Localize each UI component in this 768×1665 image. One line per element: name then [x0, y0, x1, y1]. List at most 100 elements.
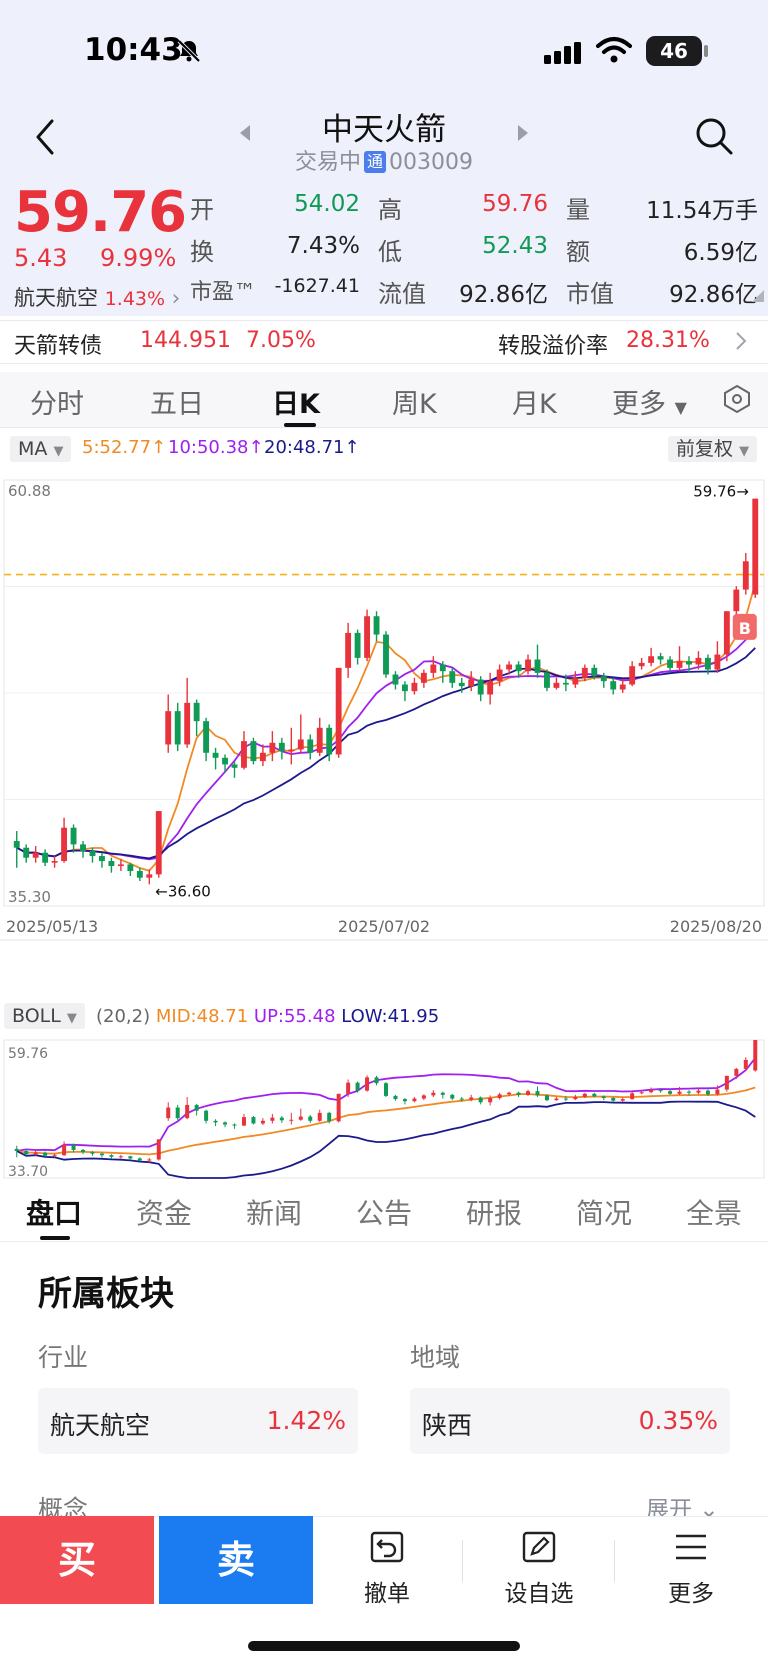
tab-overview[interactable]: 全景 [686, 1197, 743, 1230]
tab-weekly-k[interactable]: 周K [392, 389, 437, 420]
convertible-bond-row[interactable] [0, 320, 768, 364]
candle [610, 677, 617, 695]
stat-label: 开 [190, 196, 214, 224]
boll-candle [440, 1091, 445, 1099]
trading-status: 交易中 [295, 150, 362, 175]
boll-candle [298, 1108, 303, 1121]
boll-candle [317, 1109, 322, 1122]
search-icon[interactable] [694, 116, 734, 156]
candle [146, 869, 153, 885]
tab-five-day[interactable]: 五日 [150, 389, 204, 420]
candle [259, 744, 266, 767]
settings-hexagon-icon[interactable] [722, 384, 752, 414]
candle [307, 734, 314, 760]
candle [515, 661, 522, 678]
boll-candle [346, 1079, 351, 1097]
candle [212, 747, 219, 770]
back-chevron-icon[interactable] [30, 117, 60, 157]
candle [89, 847, 96, 863]
stat-value: 92.86亿 [459, 282, 548, 308]
price-change: 5.43 [14, 244, 68, 272]
tab-monthly-k[interactable]: 月K [512, 389, 557, 420]
boll-candle [99, 1152, 104, 1158]
bond-price: 144.951 [140, 328, 231, 353]
boll-candle [194, 1103, 199, 1116]
candle [525, 654, 531, 675]
boll-candle [734, 1067, 739, 1079]
tab-announcements[interactable]: 公告 [356, 1197, 413, 1230]
tab-funds[interactable]: 资金 [136, 1197, 193, 1230]
y-max-label: 60.88 [8, 482, 51, 500]
next-stock-icon[interactable] [516, 124, 530, 142]
boll-candle [649, 1087, 654, 1094]
tab-intraday[interactable]: 分时 [30, 389, 84, 420]
boll-legend: (20,2) MID:48.71 UP:55.48 LOW:41.95 [96, 1006, 439, 1027]
indicator-selector[interactable]: MA ▼ [10, 436, 72, 462]
candle [572, 671, 579, 688]
boll-candle [554, 1096, 559, 1101]
x-axis-date-label: 2025/07/02 [338, 917, 430, 936]
boll-candle [175, 1104, 180, 1121]
connect-badge: 通 [364, 151, 387, 173]
tab-profile[interactable]: 简况 [576, 1197, 633, 1230]
boll-candle [497, 1092, 502, 1100]
boll-mid-line [16, 1086, 756, 1156]
divider [462, 1540, 463, 1582]
tab-order-book[interactable]: 盘口 [26, 1197, 83, 1230]
chevron-right-icon: › [171, 286, 181, 310]
expand-corner-icon[interactable] [752, 290, 764, 302]
region-card[interactable] [410, 1388, 730, 1454]
buy-button[interactable]: 买 [0, 1516, 154, 1604]
industry-card[interactable] [38, 1388, 358, 1454]
boll-y-min-label: 33.70 [8, 1164, 48, 1180]
boll-candle [563, 1095, 568, 1102]
boll-candle [223, 1121, 228, 1128]
dropdown-triangle-icon: ▼ [53, 444, 64, 459]
boll-upper-line [16, 1057, 757, 1152]
boll-candle [137, 1157, 142, 1162]
cancel-order-label: 撤单 [364, 1581, 410, 1607]
active-tab-indicator [284, 423, 316, 427]
stat-value: -1627.41 [274, 275, 360, 297]
cancel-order-icon [370, 1531, 404, 1563]
boll-candle [450, 1093, 455, 1101]
stat-label: 高 [378, 196, 402, 224]
tab-daily-k[interactable]: 日K [272, 389, 320, 420]
candle [288, 727, 295, 765]
candle [553, 677, 560, 690]
tab-news[interactable]: 新闻 [246, 1197, 303, 1230]
boll-candle [355, 1081, 360, 1093]
bell-muted-icon [177, 39, 201, 63]
tab-research[interactable]: 研报 [466, 1197, 523, 1230]
cancel-order-button[interactable]: 撤单 [332, 1530, 442, 1608]
boll-selector[interactable]: BOLL ▼ [4, 1003, 85, 1029]
candle [695, 651, 702, 670]
add-watchlist-button[interactable]: 设自选 [484, 1530, 594, 1608]
sector-link[interactable]: 航天航空 1.43% › [14, 282, 180, 312]
candle [165, 694, 172, 753]
tab-more[interactable]: 更多 ▼ [612, 382, 687, 421]
sector-percent: 1.43% [104, 288, 166, 310]
status-time: 10:43 [84, 32, 183, 68]
boll-candle [696, 1088, 701, 1095]
more-menu-button[interactable]: 更多 [636, 1530, 746, 1608]
previous-stock-icon[interactable] [238, 124, 252, 142]
kline-chart[interactable]: 60.88 35.30 59.76→ ←36.60 B 2025/05/13 2025/07… [0, 470, 768, 970]
boll-candle [241, 1113, 246, 1127]
candle [383, 631, 389, 678]
sell-button[interactable]: 卖 [159, 1516, 313, 1604]
adjust-selector[interactable]: 前复权 ▼ [668, 436, 758, 462]
boll-candle [582, 1092, 587, 1099]
boll-candle [743, 1057, 748, 1071]
boll-candle [478, 1096, 483, 1105]
boll-chart[interactable]: 59.76 33.70 [0, 1000, 768, 1180]
buy-marker[interactable] [732, 613, 757, 640]
candle [32, 846, 39, 863]
ma20-legend: 20:48.71↑ [264, 437, 360, 458]
boll-candle [52, 1153, 57, 1158]
cellular-signal-icon [544, 42, 581, 64]
candle [667, 656, 673, 672]
chevron-right-icon[interactable] [734, 330, 748, 352]
boll-candle [156, 1139, 161, 1161]
add-watchlist-label: 设自选 [504, 1581, 574, 1607]
